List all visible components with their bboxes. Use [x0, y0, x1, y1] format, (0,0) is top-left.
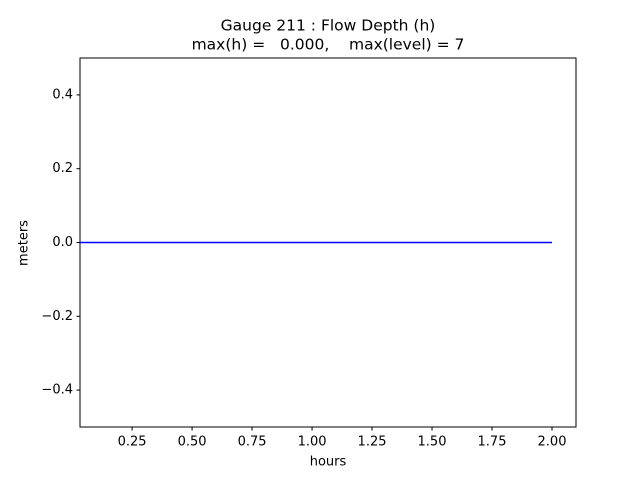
chart-title: Gauge 211 : Flow Depth (h)	[221, 17, 436, 35]
x-tick-label: 0.25	[118, 435, 147, 450]
x-tick-label: 1.25	[358, 435, 387, 450]
y-tick-label: 0.4	[52, 87, 73, 102]
y-axis-label: meters	[17, 220, 32, 266]
y-tick-label: −0.4	[41, 383, 73, 398]
x-tick-label: 1.00	[298, 435, 327, 450]
x-tick-label: 0.75	[238, 435, 267, 450]
y-tick-label: 0.0	[52, 235, 73, 250]
chart-subtitle: max(h) = 0.000, max(level) = 7	[192, 36, 465, 54]
y-tick-label: −0.2	[41, 309, 73, 324]
y-tick-label: 0.2	[52, 161, 73, 176]
x-tick-label: 2.00	[538, 435, 567, 450]
x-tick-label: 0.50	[178, 435, 207, 450]
x-tick-label: 1.50	[418, 435, 447, 450]
x-tick-label: 1.75	[478, 435, 507, 450]
x-axis-label: hours	[310, 455, 347, 470]
